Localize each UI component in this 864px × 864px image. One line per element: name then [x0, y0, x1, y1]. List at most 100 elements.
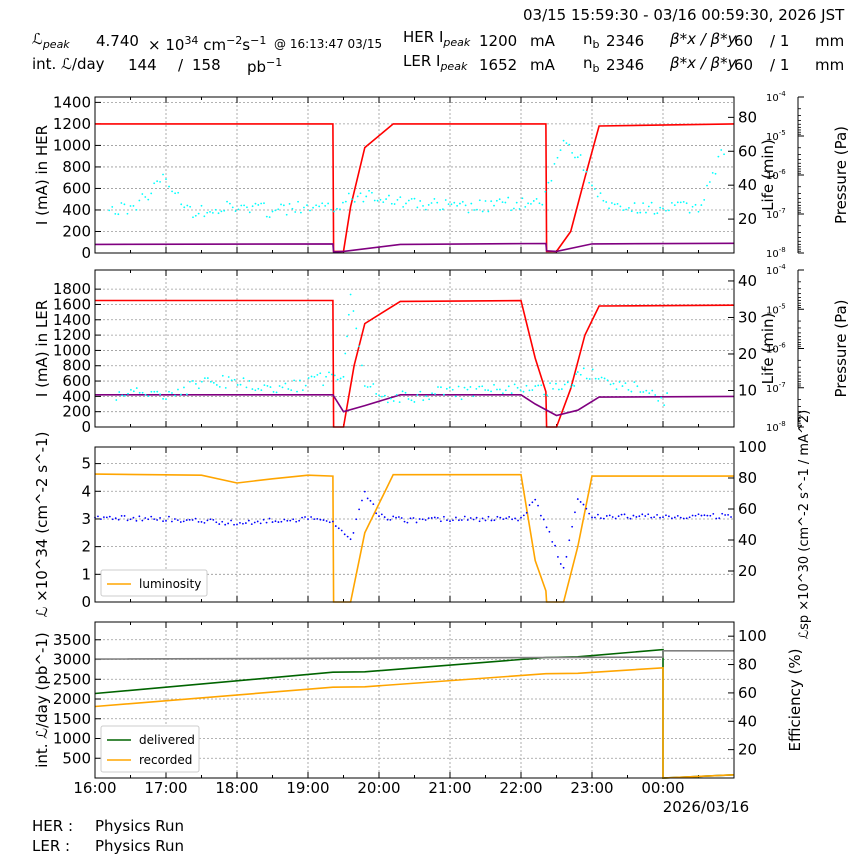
legend-label: recorded: [139, 753, 192, 767]
data-point: [256, 520, 259, 523]
data-point: [257, 204, 260, 206]
data-point: [381, 395, 383, 398]
data-point: [271, 521, 274, 523]
lpeak-exponent: × 1034 cm−2s−1: [148, 32, 266, 54]
data-point: [475, 516, 478, 519]
data-point: [502, 518, 505, 521]
her-nb-text: n: [583, 30, 593, 48]
data-point: [627, 389, 630, 391]
y2-tick-label: 20: [738, 741, 757, 759]
ler-beta-label: β*x / β*y: [670, 54, 737, 72]
data-point: [574, 156, 576, 159]
data-point: [571, 151, 574, 154]
data-point: [717, 155, 720, 158]
data-point: [206, 377, 209, 379]
data-point: [694, 514, 697, 517]
data-point: [144, 517, 147, 519]
data-point: [268, 517, 271, 520]
data-point: [525, 511, 528, 514]
data-point: [156, 519, 159, 521]
data-point: [397, 516, 400, 518]
data-point: [676, 201, 679, 204]
data-point: [662, 207, 664, 210]
data-point: [344, 200, 347, 203]
y-tick-label: 3: [81, 510, 91, 528]
data-point: [659, 516, 661, 519]
data-point: [513, 383, 516, 386]
y2-tick-label: 10: [738, 381, 757, 399]
series-line-ff0000: [95, 299, 735, 428]
y-tick-label: 2500: [53, 670, 91, 688]
data-point: [555, 382, 557, 385]
data-point: [596, 195, 599, 198]
data-point: [588, 378, 591, 380]
data-point: [691, 514, 694, 517]
intl-day: 144: [128, 56, 157, 74]
data-point: [520, 516, 522, 519]
y-tick-label: 1000: [53, 136, 91, 154]
data-point: [546, 394, 549, 397]
data-point: [543, 393, 546, 396]
data-point: [327, 202, 330, 205]
her-betay: / 1: [770, 32, 790, 50]
y-axis-label: int. ℒ/day (pb^-1): [33, 632, 51, 768]
data-point: [463, 515, 466, 518]
data-point: [673, 204, 676, 207]
data-point: [180, 203, 183, 206]
data-point: [575, 373, 577, 376]
data-point: [568, 143, 571, 146]
data-point: [402, 205, 405, 208]
data-point: [513, 207, 515, 210]
data-point: [522, 514, 525, 517]
data-point: [135, 387, 138, 389]
data-point: [180, 393, 182, 396]
data-point: [448, 386, 451, 389]
data-point: [666, 392, 669, 394]
data-point: [613, 203, 616, 206]
data-point: [618, 381, 621, 383]
data-point: [597, 513, 599, 516]
data-point: [528, 504, 531, 506]
data-point: [179, 521, 182, 523]
data-point: [280, 203, 282, 206]
data-point: [712, 512, 715, 515]
data-point: [203, 377, 206, 380]
data-point: [496, 515, 499, 518]
data-point: [602, 517, 605, 520]
data-point: [709, 514, 712, 517]
data-point: [262, 518, 265, 521]
data-point: [636, 211, 639, 214]
data-point: [221, 520, 224, 523]
data-point: [185, 519, 188, 521]
y-tick-label: 200: [62, 403, 91, 421]
data-point: [168, 515, 170, 518]
her-ipeak-label: HER Ipeak: [403, 28, 470, 52]
data-point: [251, 205, 254, 208]
data-point: [639, 391, 642, 393]
ler-status: Physics Run: [95, 837, 185, 855]
data-point: [472, 518, 475, 521]
data-point: [355, 518, 358, 521]
data-point: [521, 197, 524, 200]
data-point: [328, 371, 330, 374]
y-tick-label: 3000: [53, 651, 91, 669]
data-point: [645, 389, 648, 392]
data-point: [630, 390, 633, 393]
legend-label: delivered: [139, 733, 195, 747]
data-point: [281, 386, 284, 389]
data-point: [679, 516, 682, 519]
data-point: [591, 516, 593, 519]
data-point: [476, 208, 478, 211]
data-point: [355, 327, 358, 330]
data-point: [177, 388, 179, 391]
data-point: [579, 154, 582, 156]
plot-frame: [94, 96, 735, 254]
data-point: [579, 373, 582, 376]
data-point: [597, 377, 600, 380]
y-tick-label: 1800: [53, 280, 91, 298]
data-point: [129, 205, 132, 207]
data-point: [224, 386, 227, 389]
data-point: [316, 373, 319, 376]
data-point: [493, 204, 495, 207]
data-point: [333, 210, 335, 213]
